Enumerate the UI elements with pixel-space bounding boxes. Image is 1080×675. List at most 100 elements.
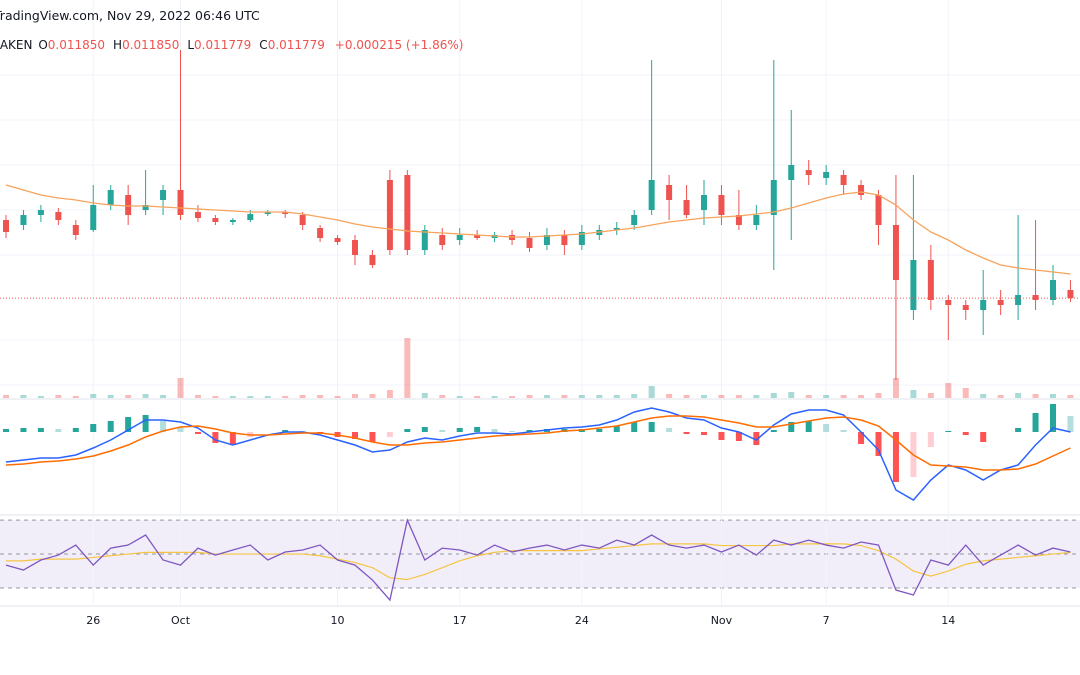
candle-body xyxy=(125,195,132,215)
candle-body xyxy=(840,175,847,185)
macd-histogram-bar xyxy=(421,427,428,432)
macd-histogram-bar xyxy=(962,432,969,435)
candle-body xyxy=(247,214,254,220)
candle-body xyxy=(735,215,742,225)
ohlc-key: L xyxy=(187,38,195,52)
ohlc-value: 0.011850 xyxy=(122,38,180,52)
ohlc-key: C xyxy=(259,38,268,52)
x-tick-label: Oct xyxy=(171,614,191,627)
macd-histogram-bar xyxy=(142,415,149,432)
volume-bar xyxy=(980,394,987,398)
volume-bar xyxy=(858,395,865,398)
volume-bar xyxy=(369,394,376,398)
volume-bar xyxy=(177,378,184,398)
candle-body xyxy=(37,210,44,215)
candle-body xyxy=(980,300,987,310)
macd-histogram-bar xyxy=(160,421,167,432)
volume-bar xyxy=(945,383,952,398)
signal-line xyxy=(5,415,1071,471)
candle-body xyxy=(1015,295,1022,305)
macd-histogram-bar xyxy=(352,432,358,439)
volume-bar xyxy=(3,395,9,398)
macd-histogram-bar xyxy=(526,430,533,432)
candle-body xyxy=(404,175,411,250)
macd-histogram-bar xyxy=(369,432,376,442)
candle-body xyxy=(439,235,446,245)
x-tick-label: 7 xyxy=(823,614,830,627)
macd-histogram-bar xyxy=(666,428,673,432)
ohlc-key: O xyxy=(38,38,48,52)
macd-histogram-bar xyxy=(212,432,219,443)
candle-body xyxy=(805,170,812,175)
candle-body xyxy=(474,235,481,238)
x-tick-label: 26 xyxy=(86,614,100,627)
macd-histogram-bar xyxy=(701,432,707,435)
volume-bar xyxy=(509,396,516,398)
candle-body xyxy=(160,190,167,200)
macd-histogram-bar xyxy=(3,429,9,432)
candle-body xyxy=(858,185,865,195)
macd-histogram-bar xyxy=(980,432,987,442)
macd-histogram-bar xyxy=(858,432,865,444)
volume-bar xyxy=(613,395,620,398)
x-tick-label: Nov xyxy=(711,614,733,627)
moving-average-line xyxy=(5,184,1071,275)
volume-bar xyxy=(317,395,324,398)
candle-body xyxy=(20,215,27,225)
candle-body xyxy=(648,180,655,210)
macd-histogram-bar xyxy=(631,422,638,432)
macd-histogram-bar xyxy=(177,427,184,432)
macd-histogram-bar xyxy=(1050,404,1056,432)
volume-bar xyxy=(997,395,1004,398)
volume-bar xyxy=(648,386,655,398)
volume-bar xyxy=(840,395,847,398)
candle-body xyxy=(299,215,306,225)
chart-title: TradingView.com, Nov 29, 2022 06:46 UTC xyxy=(0,8,260,23)
volume-bar xyxy=(334,396,341,398)
candle-body xyxy=(194,212,201,218)
macd-histogram-bar xyxy=(37,428,44,432)
macd-line xyxy=(5,407,1071,501)
candle-body xyxy=(997,300,1004,305)
volume-bar xyxy=(37,396,44,398)
candle-body xyxy=(3,220,9,232)
volume-bar xyxy=(1032,394,1039,398)
candle-body xyxy=(1067,290,1074,299)
macd-histogram-bar xyxy=(20,428,27,432)
candle-body xyxy=(456,235,463,240)
candle-body xyxy=(701,195,707,210)
candle-body xyxy=(561,235,568,245)
macd-histogram-bar xyxy=(927,432,934,447)
macd-histogram-bar xyxy=(439,430,446,432)
macd-histogram-bar xyxy=(509,431,516,432)
candle-body xyxy=(823,172,830,178)
volume-bar xyxy=(20,395,27,398)
volume-bar xyxy=(927,393,934,398)
candle-body xyxy=(666,185,673,200)
macd-histogram-bar xyxy=(386,432,393,437)
macd-histogram-bar xyxy=(840,430,847,432)
volume-bar xyxy=(282,396,289,398)
candle-body xyxy=(631,215,638,225)
volume-bar xyxy=(526,395,533,398)
macd-histogram-bar xyxy=(474,427,481,432)
volume-bar xyxy=(264,396,271,398)
volume-bar xyxy=(788,392,795,398)
macd-histogram-bar xyxy=(125,417,132,432)
macd-histogram-bar xyxy=(805,421,812,432)
candle-body xyxy=(578,232,585,245)
macd-histogram-bar xyxy=(194,432,201,434)
volume-bar xyxy=(823,395,830,398)
macd-histogram-bar xyxy=(596,429,603,432)
macd-histogram-bar xyxy=(229,432,236,444)
macd-histogram-bar xyxy=(1032,413,1039,432)
volume-bar xyxy=(578,395,585,398)
candle-body xyxy=(526,238,533,248)
x-tick-label: 10 xyxy=(331,614,345,627)
x-tick-label: 24 xyxy=(575,614,589,627)
ohlc-value: 0.011850 xyxy=(47,38,106,52)
candle-body xyxy=(892,225,899,280)
macd-histogram-bar xyxy=(648,422,655,432)
